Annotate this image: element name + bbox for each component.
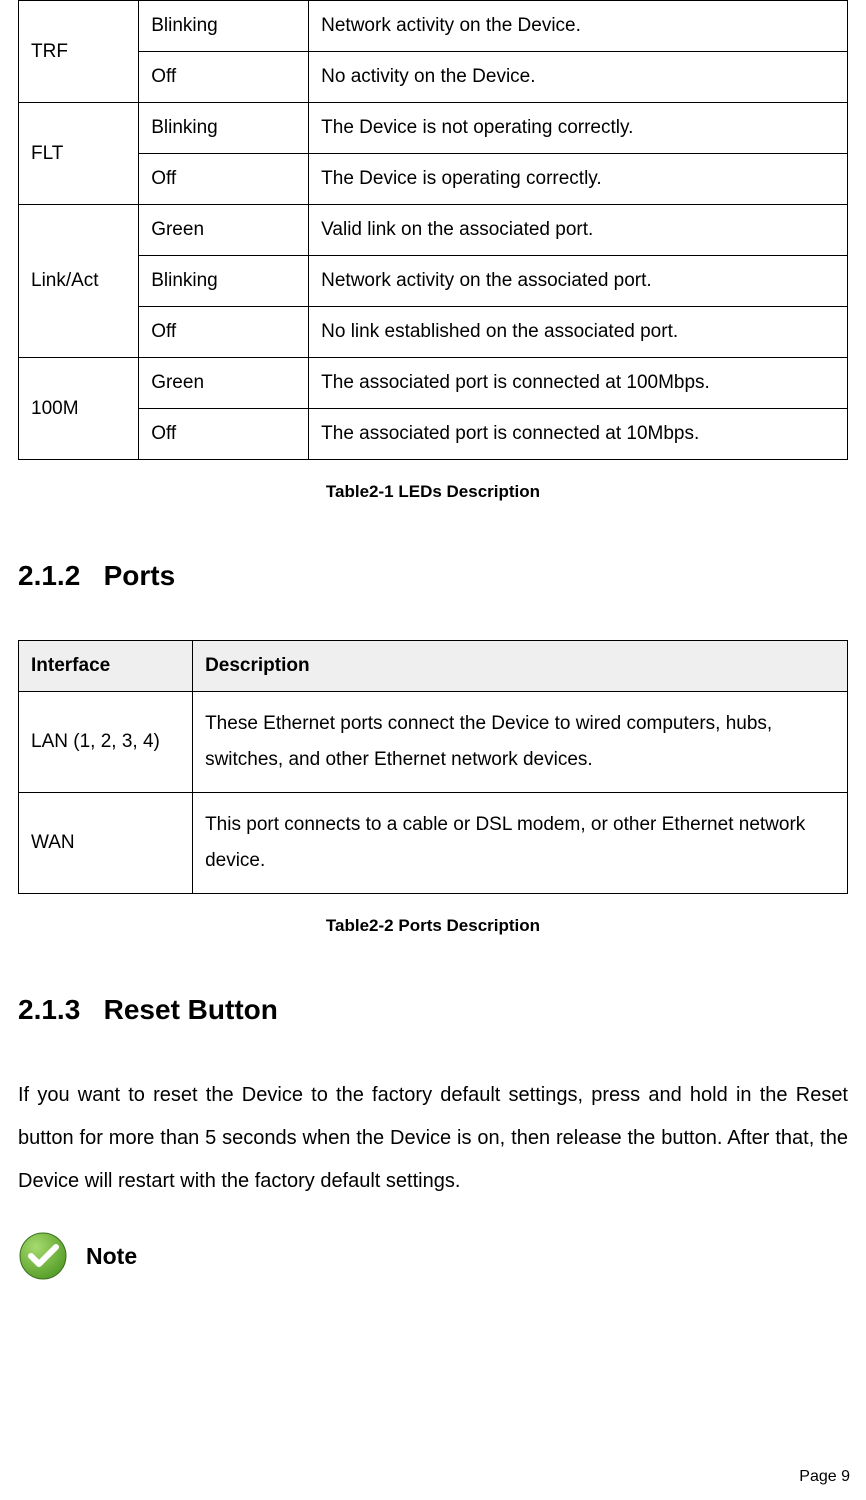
leds-table: TRF Blinking Network activity on the Dev… xyxy=(18,0,848,460)
led-name-cell: Link/Act xyxy=(19,205,139,358)
led-desc-cell: The Device is operating correctly. xyxy=(309,154,848,205)
page-number: 9 xyxy=(841,1468,850,1485)
table-row: Off No activity on the Device. xyxy=(19,52,848,103)
led-desc-cell: The associated port is connected at 10Mb… xyxy=(309,409,848,460)
section-heading-reset: 2.1.3 Reset Button xyxy=(18,994,848,1026)
table-row: WAN This port connects to a cable or DSL… xyxy=(19,793,848,894)
section-heading-ports: 2.1.2 Ports xyxy=(18,560,848,592)
led-state-cell: Off xyxy=(139,154,309,205)
led-name-cell: FLT xyxy=(19,103,139,205)
ports-table-caption: Table2-2 Ports Description xyxy=(18,916,848,936)
page-footer: Page 9 xyxy=(799,1468,850,1486)
led-state-cell: Blinking xyxy=(139,103,309,154)
led-state-cell: Green xyxy=(139,358,309,409)
column-header-description: Description xyxy=(193,641,848,692)
led-state-cell: Blinking xyxy=(139,256,309,307)
led-desc-cell: No link established on the associated po… xyxy=(309,307,848,358)
led-desc-cell: Valid link on the associated port. xyxy=(309,205,848,256)
leds-table-caption: Table2-1 LEDs Description xyxy=(18,482,848,502)
desc-cell: This port connects to a cable or DSL mod… xyxy=(193,793,848,894)
led-state-cell: Green xyxy=(139,205,309,256)
table-row: Off The associated port is connected at … xyxy=(19,409,848,460)
table-row: TRF Blinking Network activity on the Dev… xyxy=(19,1,848,52)
section-title: Reset Button xyxy=(104,994,278,1025)
led-state-cell: Blinking xyxy=(139,1,309,52)
table-row: 100M Green The associated port is connec… xyxy=(19,358,848,409)
led-state-cell: Off xyxy=(139,307,309,358)
led-desc-cell: Network activity on the Device. xyxy=(309,1,848,52)
ports-table: Interface Description LAN (1, 2, 3, 4) T… xyxy=(18,640,848,894)
page-label: Page xyxy=(799,1468,836,1485)
desc-cell: These Ethernet ports connect the Device … xyxy=(193,692,848,793)
led-desc-cell: The associated port is connected at 100M… xyxy=(309,358,848,409)
led-state-cell: Off xyxy=(139,409,309,460)
table-row: Off The Device is operating correctly. xyxy=(19,154,848,205)
section-number: 2.1.3 xyxy=(18,994,80,1025)
iface-cell: WAN xyxy=(19,793,193,894)
iface-cell: LAN (1, 2, 3, 4) xyxy=(19,692,193,793)
note-block: Note xyxy=(18,1231,848,1281)
table-header-row: Interface Description xyxy=(19,641,848,692)
section-number: 2.1.2 xyxy=(18,560,80,591)
table-row: Off No link established on the associate… xyxy=(19,307,848,358)
led-desc-cell: No activity on the Device. xyxy=(309,52,848,103)
table-row: Blinking Network activity on the associa… xyxy=(19,256,848,307)
section-title: Ports xyxy=(104,560,176,591)
led-state-cell: Off xyxy=(139,52,309,103)
led-desc-cell: Network activity on the associated port. xyxy=(309,256,848,307)
table-row: LAN (1, 2, 3, 4) These Ethernet ports co… xyxy=(19,692,848,793)
column-header-interface: Interface xyxy=(19,641,193,692)
note-label: Note xyxy=(86,1243,137,1270)
check-circle-icon xyxy=(18,1231,68,1281)
table-row: FLT Blinking The Device is not operating… xyxy=(19,103,848,154)
reset-body-text: If you want to reset the Device to the f… xyxy=(18,1074,848,1203)
led-name-cell: TRF xyxy=(19,1,139,103)
led-desc-cell: The Device is not operating correctly. xyxy=(309,103,848,154)
table-row: Link/Act Green Valid link on the associa… xyxy=(19,205,848,256)
led-name-cell: 100M xyxy=(19,358,139,460)
